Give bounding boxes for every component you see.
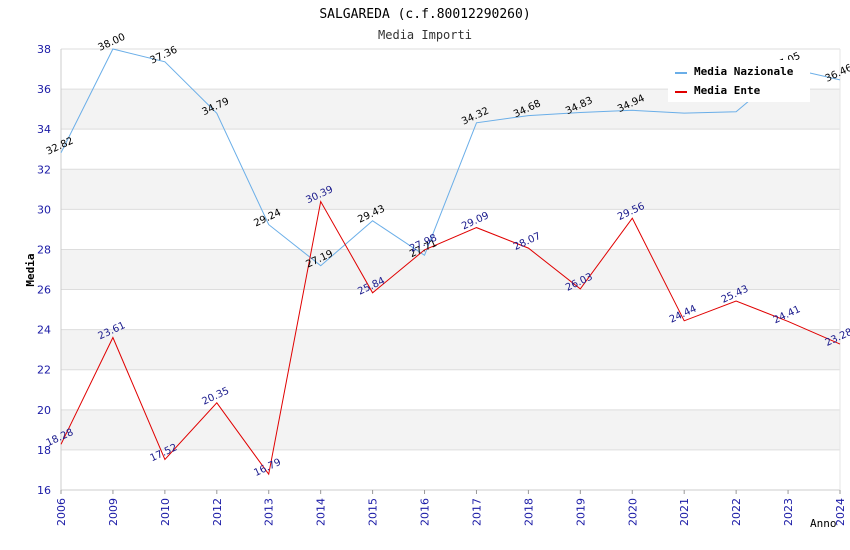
y-tick-label: 34 xyxy=(37,123,51,136)
series-line-media-ente xyxy=(60,200,841,476)
legend: Media Nazionale Media Ente xyxy=(668,60,810,102)
y-tick-label: 20 xyxy=(37,404,51,417)
y-tick-label: 16 xyxy=(37,484,51,497)
x-tick-label: 2012 xyxy=(211,498,224,526)
y-axis-ticks: 16 18 20 22 24 26 28 30 32 34 36 38 xyxy=(37,43,51,497)
grid-bands xyxy=(61,89,840,450)
y-tick-label: 28 xyxy=(37,243,51,256)
series-lines xyxy=(60,48,841,476)
series-line-media-nazionale xyxy=(60,48,841,267)
x-tick-label: 2010 xyxy=(159,498,172,526)
data-label-ente: 29.09 xyxy=(460,210,491,232)
y-tick-label: 38 xyxy=(37,43,51,56)
y-tick-label: 18 xyxy=(37,444,51,457)
legend-background xyxy=(668,60,810,102)
y-axis-label: Media xyxy=(24,253,37,286)
data-label-nazionale: 29.24 xyxy=(252,207,283,229)
x-tick-label: 2019 xyxy=(574,498,587,526)
data-label-nazionale: 36.46 xyxy=(824,63,850,85)
y-tick-label: 30 xyxy=(37,203,51,216)
gridlines xyxy=(61,48,840,491)
chart-title: SALGAREDA (c.f.80012290260) xyxy=(319,7,530,22)
data-label-ente: 16.79 xyxy=(252,457,283,479)
grid-band xyxy=(61,409,840,450)
x-axis-label: Anno xyxy=(810,517,837,530)
grid-band xyxy=(61,249,840,290)
x-tick-label: 2014 xyxy=(315,498,328,526)
grid-band xyxy=(61,329,840,370)
x-tick-label: 2021 xyxy=(678,498,691,526)
y-tick-label: 36 xyxy=(37,83,51,96)
y-tick-label: 32 xyxy=(37,163,51,176)
x-tick-label: 2022 xyxy=(730,498,743,526)
data-label-nazionale: 32.82 xyxy=(45,135,76,157)
x-tick-label: 2017 xyxy=(470,498,483,526)
data-label-ente: 24.41 xyxy=(772,304,803,326)
x-tick-label: 2015 xyxy=(367,498,380,526)
x-tick-label: 2024 xyxy=(834,498,847,526)
chart-subtitle: Media Importi xyxy=(378,28,472,42)
x-tick-label: 2006 xyxy=(55,498,68,526)
data-label-nazionale: 37.36 xyxy=(149,44,180,66)
y-tick-label: 22 xyxy=(37,364,51,377)
axes xyxy=(60,49,841,491)
x-tick-label: 2016 xyxy=(419,498,432,526)
x-tick-label: 2018 xyxy=(522,498,535,526)
x-tick-label: 2013 xyxy=(263,498,276,526)
data-label-ente: 24.44 xyxy=(668,303,699,325)
x-axis-ticks: 2006 2009 2010 2012 2013 2014 2015 2016 2017 2018… xyxy=(55,490,847,526)
x-tick-label: 2009 xyxy=(107,498,120,526)
y-tick-label: 24 xyxy=(37,324,51,337)
x-tick-label: 2023 xyxy=(782,498,795,526)
legend-label-media-ente: Media Ente xyxy=(694,84,761,97)
y-tick-label: 26 xyxy=(37,284,51,297)
legend-label-media-nazionale: Media Nazionale xyxy=(694,65,794,78)
x-tick-label: 2020 xyxy=(626,498,639,526)
